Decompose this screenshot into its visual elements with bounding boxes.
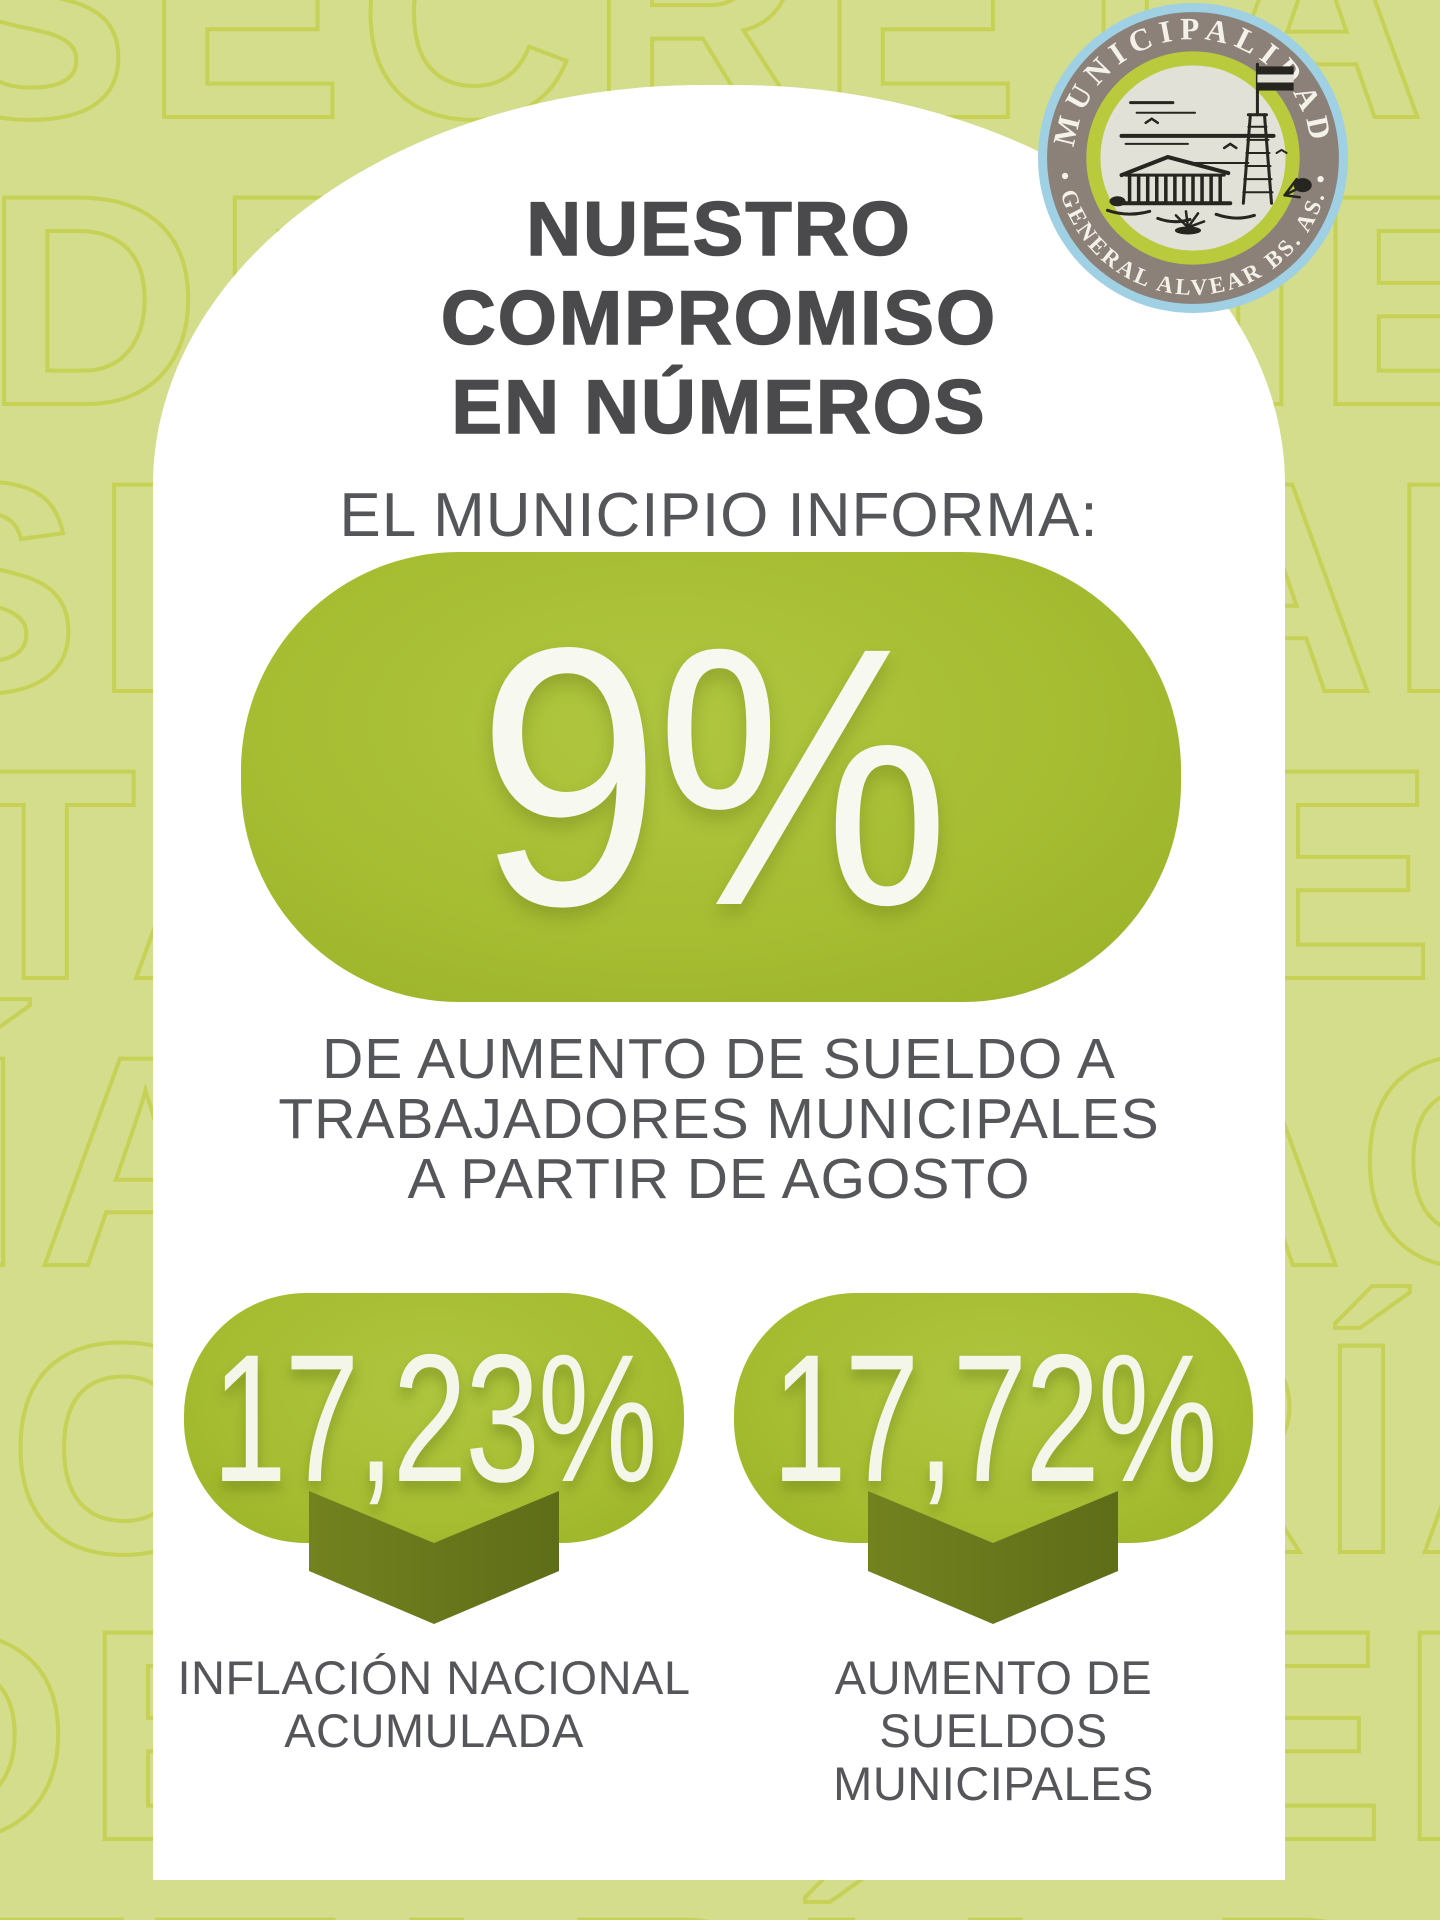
stat-value-raise: 17,72% [771,1316,1218,1520]
highlight-value: 9% [477,571,950,982]
title-line-1: NUESTRO [525,186,912,273]
highlight-description: DE AUMENTO DE SUELDO A TRABAJADORES MUNI… [153,1029,1285,1209]
watermark-row: SECRETARÍA DE HACIENDA SECRETARÍA DE HAC… [0,1870,1440,1920]
stat-pill-inflation: 17,23% [184,1293,684,1543]
page-title: NUESTRO COMPROMISO EN NÚMEROS [153,185,1285,452]
title-line-2: COMPROMISO [440,275,998,362]
stat-label-line-2: ACUMULADA [284,1704,584,1757]
description-line-1: DE AUMENTO DE SUELDO A [322,1027,1116,1091]
seal-illustration [1105,62,1312,235]
stat-value-inflation: 17,23% [212,1316,658,1520]
description-line-2: TRABAJADORES MUNICIPALES [278,1087,1160,1151]
stat-label-line-1: AUMENTO DE SUELDOS [834,1651,1153,1757]
down-chevron-icon [868,1491,1118,1624]
description-line-3: A PARTIR DE AGOSTO [407,1147,1031,1211]
stat-label-line-1: INFLACIÓN NACIONAL [177,1651,691,1704]
stat-label-line-2: MUNICIPALES [833,1757,1154,1810]
poster-content: NUESTRO COMPROMISO EN NÚMEROS EL MUNICIP… [153,85,1285,1880]
stat-label-inflation: INFLACIÓN NACIONAL ACUMULADA [174,1651,694,1757]
down-chevron-icon [309,1491,559,1624]
highlight-pill: 9% [241,552,1181,1002]
municipal-seal: MUNICIPALIDAD • GENERAL ALVEAR BS. AS. • [1038,3,1348,313]
stat-pill-raise: 17,72% [734,1293,1253,1543]
title-line-3: EN NÚMEROS [451,364,987,451]
stat-label-raise: AUMENTO DE SUELDOS MUNICIPALES [724,1651,1263,1810]
subtitle: EL MUNICIPIO INFORMA: [339,481,1099,550]
